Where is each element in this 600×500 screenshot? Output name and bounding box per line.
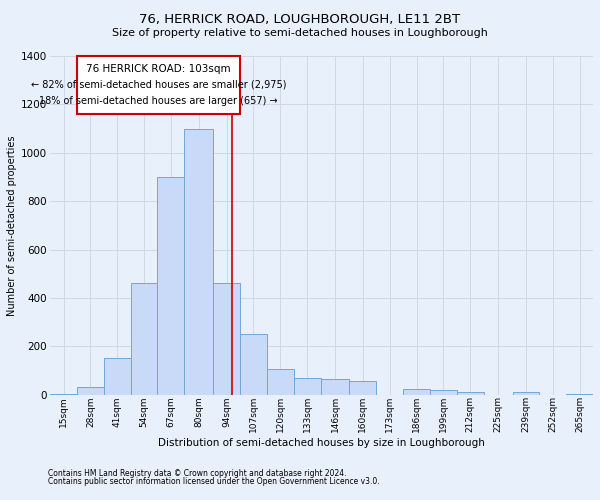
Bar xyxy=(349,382,376,394)
Text: Size of property relative to semi-detached houses in Loughborough: Size of property relative to semi-detach… xyxy=(112,28,488,38)
Bar xyxy=(294,378,320,394)
Y-axis label: Number of semi-detached properties: Number of semi-detached properties xyxy=(7,135,17,316)
Text: 76, HERRICK ROAD, LOUGHBOROUGH, LE11 2BT: 76, HERRICK ROAD, LOUGHBOROUGH, LE11 2BT xyxy=(139,12,461,26)
Bar xyxy=(184,128,213,394)
Bar xyxy=(267,370,294,394)
Bar xyxy=(457,392,484,394)
Text: ← 82% of semi-detached houses are smaller (2,975): ← 82% of semi-detached houses are smalle… xyxy=(31,80,286,90)
Text: 76 HERRICK ROAD: 103sqm: 76 HERRICK ROAD: 103sqm xyxy=(86,64,231,74)
X-axis label: Distribution of semi-detached houses by size in Loughborough: Distribution of semi-detached houses by … xyxy=(158,438,485,448)
Bar xyxy=(512,392,539,394)
Bar xyxy=(320,379,349,394)
Text: 18% of semi-detached houses are larger (657) →: 18% of semi-detached houses are larger (… xyxy=(39,96,278,106)
Bar xyxy=(213,284,240,395)
Bar xyxy=(104,358,131,394)
Bar xyxy=(157,177,184,394)
Bar xyxy=(430,390,457,394)
Bar xyxy=(240,334,267,394)
Bar xyxy=(403,388,430,394)
Text: Contains public sector information licensed under the Open Government Licence v3: Contains public sector information licen… xyxy=(48,477,380,486)
Bar xyxy=(77,388,104,394)
Text: Contains HM Land Registry data © Crown copyright and database right 2024.: Contains HM Land Registry data © Crown c… xyxy=(48,468,347,477)
Bar xyxy=(131,284,157,395)
